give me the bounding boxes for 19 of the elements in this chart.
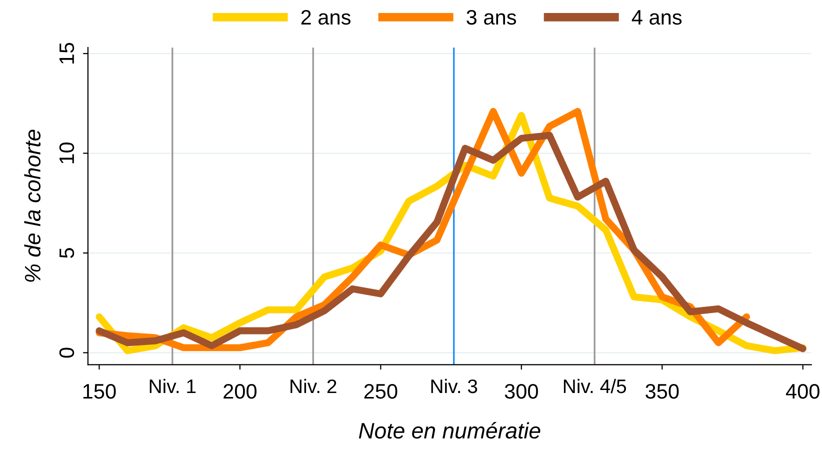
y-tick-label: 5 [60,248,74,258]
y-tick-label: 10 [59,142,74,164]
x-tick-label: 300 [504,384,538,399]
legend-label: 2 ans [301,10,350,25]
ref-line-label: Niv. 4/5 [564,378,626,394]
y-tick-label: 0 [59,348,74,358]
x-tick-label: 400 [786,384,820,399]
x-tick-label: 250 [364,384,398,399]
x-tick-label: 150 [83,384,116,399]
ref-line-label: Niv. 2 [290,378,336,394]
y-tick-label: 15 [60,42,74,64]
x-tick-label: 350 [646,384,679,399]
y-axis-title: % de la cohorte [24,130,41,282]
x-tick-label: 200 [224,384,257,399]
legend-label: 4 ans [632,10,682,25]
legend-label: 3 ans [466,10,516,25]
x-axis-title: Note en numératie [358,422,540,439]
ref-line-label: Niv. 3 [431,378,478,394]
ref-line-label: Niv. 1 [150,378,196,394]
